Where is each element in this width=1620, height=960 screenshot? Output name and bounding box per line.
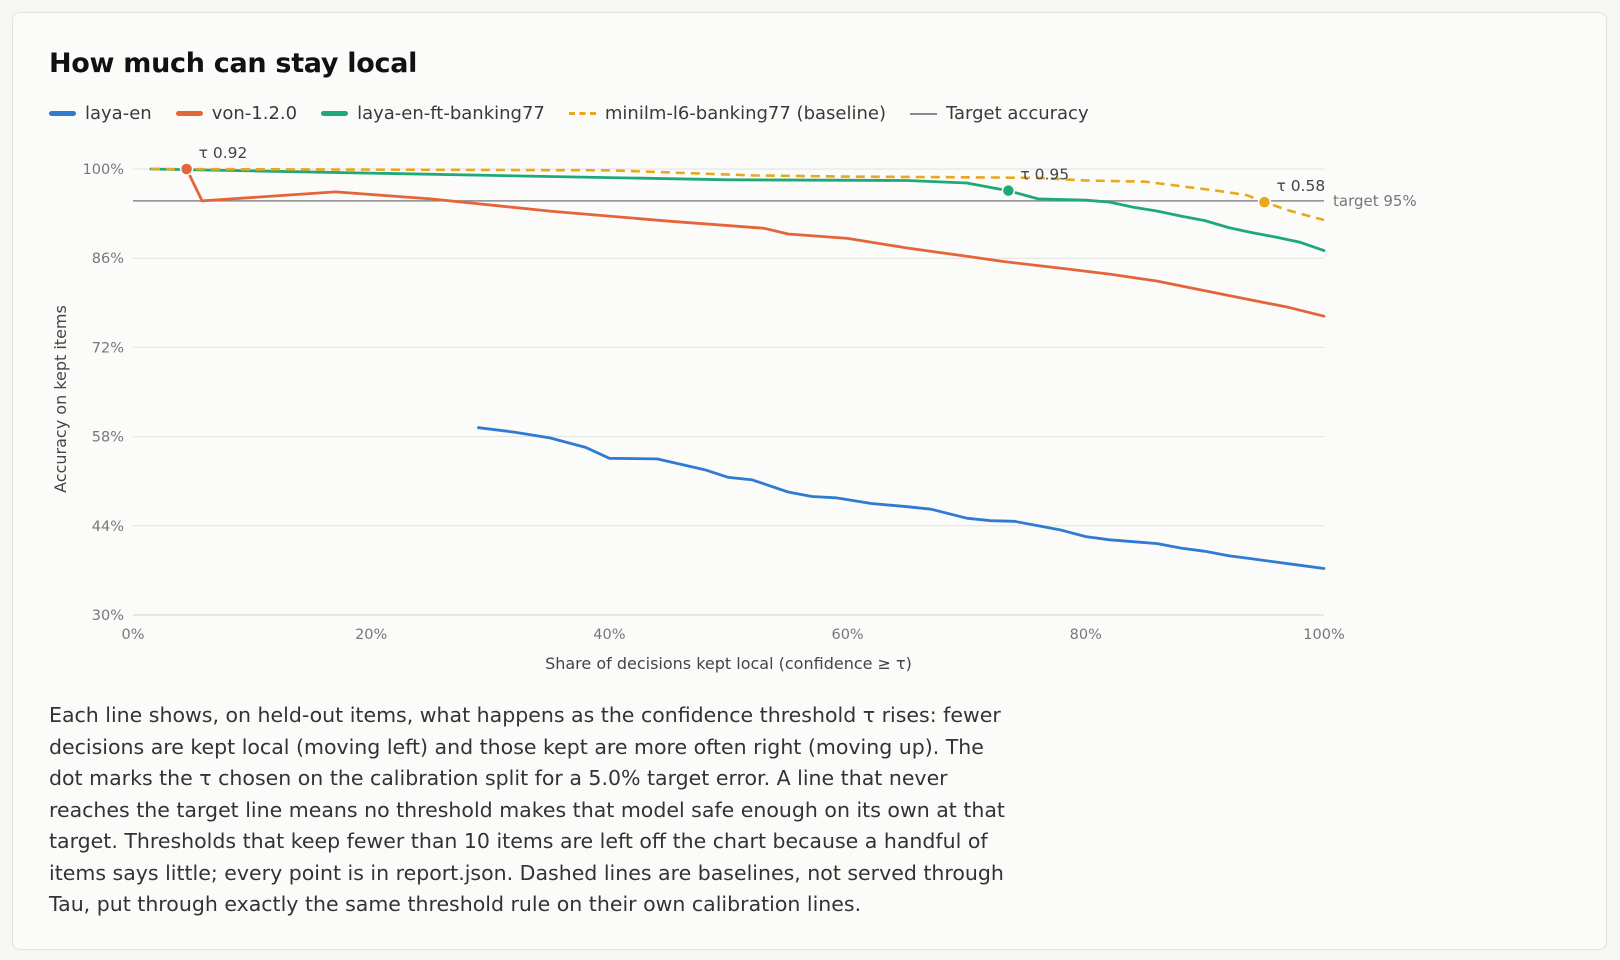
y-tick-label: 72%: [92, 340, 124, 356]
legend: laya-en von-1.2.0 laya-en-ft-banking77 m…: [49, 103, 1113, 124]
y-tick-label: 100%: [83, 162, 124, 178]
legend-label: minilm-l6-banking77 (baseline): [604, 103, 886, 124]
series-line-laya-en: [476, 426, 1326, 570]
y-tick-label: 30%: [92, 608, 124, 624]
target-accuracy-label: target 95%: [1333, 192, 1417, 210]
legend-swatch: [568, 112, 596, 115]
legend-label: von-1.2.0: [211, 103, 298, 124]
legend-swatch: [175, 111, 203, 116]
legend-swatch: [321, 111, 349, 116]
legend-label: laya-en: [85, 103, 152, 124]
legend-label: Target accuracy: [945, 103, 1089, 124]
legend-item-target-accuracy[interactable]: Target accuracy: [909, 103, 1089, 124]
x-tick-label: 60%: [831, 627, 863, 643]
legend-swatch: [49, 111, 76, 116]
y-tick-label: 58%: [92, 430, 124, 446]
legend-item-minilm-baseline[interactable]: minilm-l6-banking77 (baseline): [568, 103, 886, 124]
chart-caption: Each line shows, on held-out items, what…: [49, 703, 1005, 916]
legend-item-von[interactable]: von-1.2.0: [175, 103, 298, 124]
x-tick-label: 20%: [355, 627, 387, 643]
threshold-marker: [1001, 183, 1016, 198]
line-chart: 30% 44% 58% 72% 86% 100% 0% 20% 40% 60% 80% 100% Sha…: [51, 144, 1417, 673]
series-line-laya-en-ft-banking77: [149, 167, 1326, 253]
series-line-minilm-l6-banking77-baseline-: [150, 167, 1325, 222]
x-tick-label: 40%: [593, 627, 625, 643]
series-line-von-1-2-0: [185, 167, 1326, 318]
y-axis-title: Accuracy on kept items: [51, 305, 70, 493]
legend-label: laya-en-ft-banking77: [357, 103, 545, 124]
threshold-label: τ 0.95: [1020, 166, 1069, 184]
x-tick-label: 0%: [121, 627, 144, 643]
y-tick-label: 44%: [92, 519, 124, 535]
legend-swatch: [909, 112, 937, 115]
threshold-marker: [1257, 195, 1272, 209]
threshold-marker: [179, 162, 194, 176]
legend-item-laya-en[interactable]: laya-en: [49, 103, 152, 124]
legend-item-laya-en-ft-banking77[interactable]: laya-en-ft-banking77: [321, 103, 545, 124]
x-tick-label: 100%: [1303, 627, 1344, 643]
threshold-label: τ 0.58: [1276, 177, 1325, 195]
y-tick-label: 86%: [92, 251, 124, 267]
threshold-label: τ 0.92: [199, 144, 248, 162]
chart-title: How much can stay local: [49, 48, 418, 79]
x-axis-title: Share of decisions kept local (confidenc…: [545, 654, 912, 673]
x-tick-label: 80%: [1070, 627, 1102, 643]
